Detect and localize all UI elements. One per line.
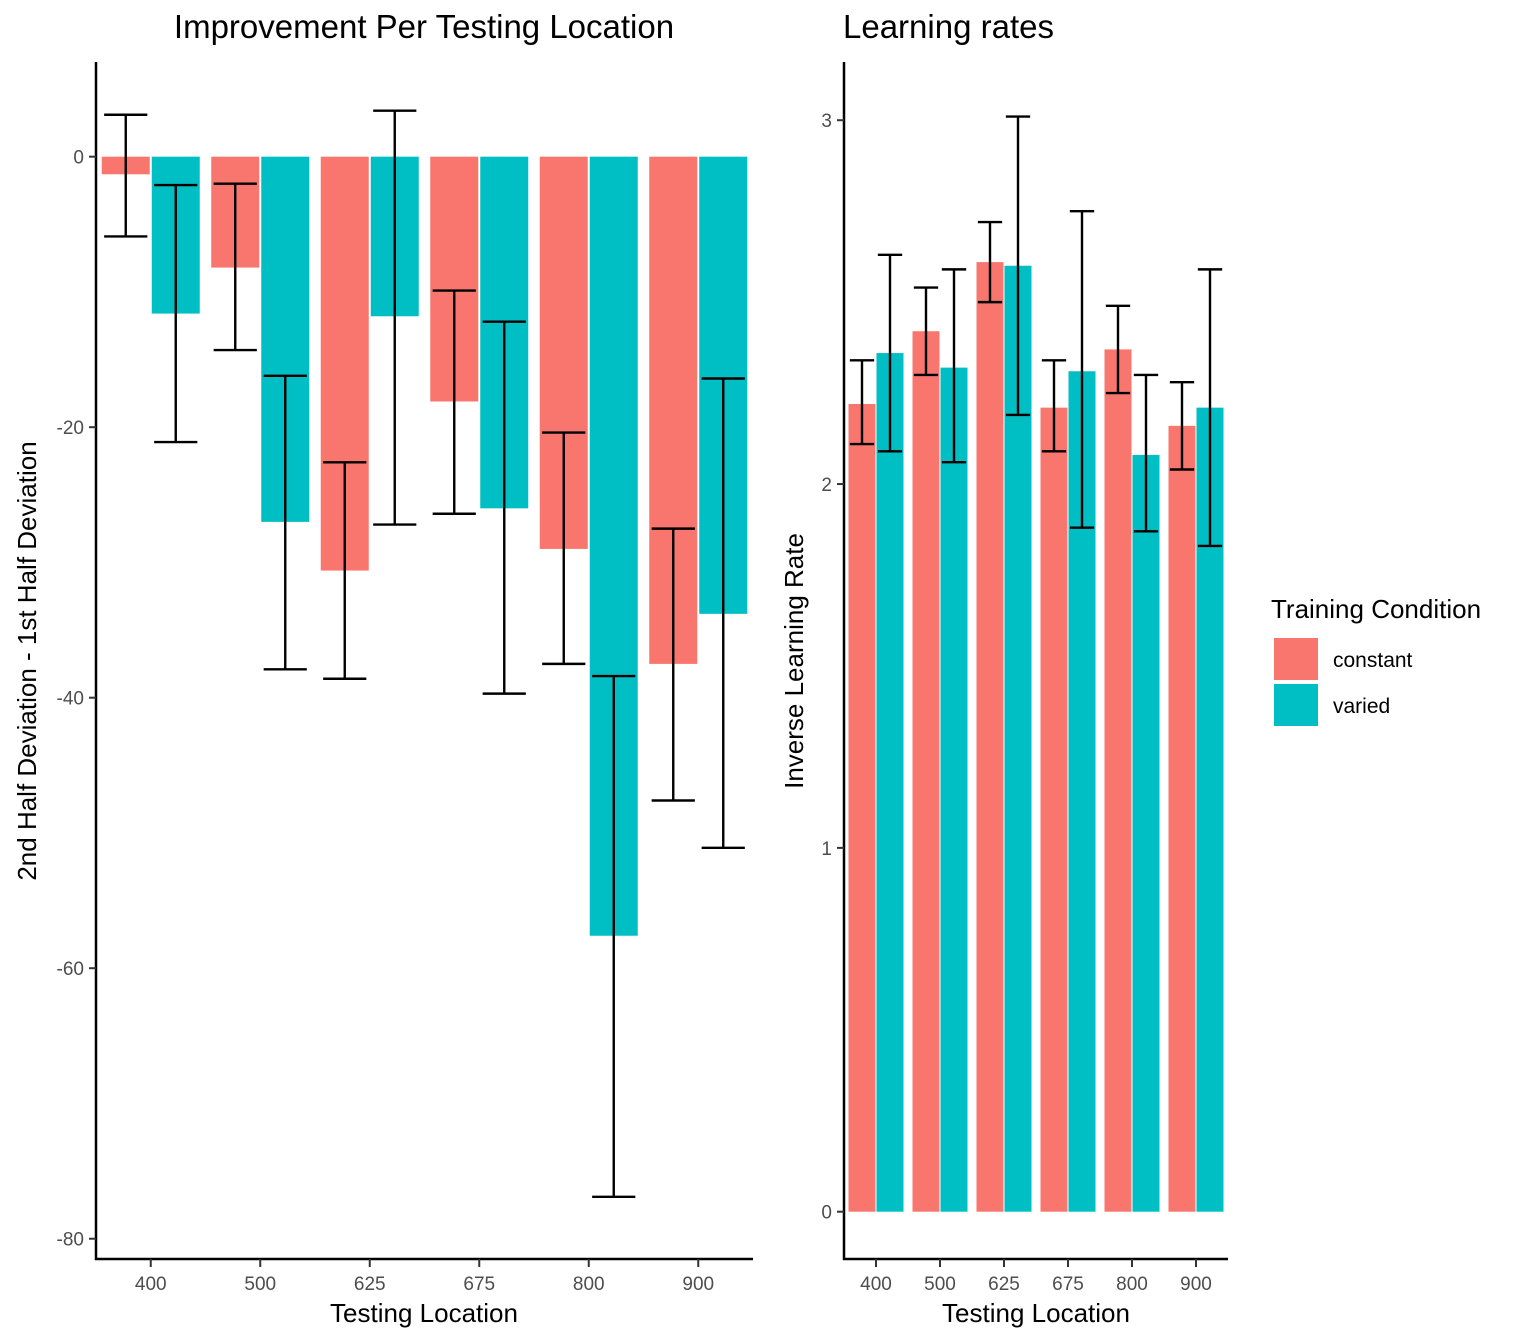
error-bar-varied-800 [1133, 373, 1159, 533]
y-tick-label: -60 [57, 959, 84, 980]
error-bar-constant-400 [104, 113, 148, 238]
x-tick-label: 675 [463, 1274, 495, 1295]
error-bar-constant-500 [213, 182, 257, 352]
x-tick-label: 800 [573, 1274, 605, 1295]
legend-swatch-constant [1274, 638, 1318, 680]
error-bar-constant-900 [1169, 380, 1195, 471]
x-tick-label: 500 [924, 1274, 956, 1295]
y-tick-label: -80 [57, 1230, 84, 1251]
y-tick-label: 0 [73, 148, 84, 169]
error-bar-varied-675 [1069, 209, 1095, 529]
bar-varied-800 [1132, 454, 1160, 1212]
error-bar-varied-500 [941, 268, 967, 464]
error-bar-constant-625 [977, 220, 1003, 304]
x-tick-label: 625 [988, 1274, 1020, 1295]
x-tick-label: 400 [860, 1274, 892, 1295]
y-tick-label: 0 [821, 1203, 832, 1224]
x-tick-label: 900 [682, 1274, 714, 1295]
bars [848, 262, 1224, 1212]
error-bar-varied-500 [263, 374, 307, 671]
error-bar-constant-675 [1041, 359, 1067, 453]
x-tick-label: 400 [135, 1274, 167, 1295]
error-bar-varied-625 [1005, 115, 1031, 417]
legend-label-varied: varied [1333, 695, 1390, 718]
error-bar-constant-800 [1105, 304, 1131, 395]
error-bar-constant-800 [542, 431, 586, 666]
error-bar-constant-900 [651, 527, 695, 802]
bar-constant-625 [976, 262, 1004, 1212]
y-tick-label: -20 [57, 418, 84, 439]
bars [101, 156, 748, 936]
chart-title: Learning rates [843, 8, 1054, 45]
error-bar-constant-500 [913, 286, 939, 377]
error-bar-constant-400 [849, 359, 875, 446]
y-tick-label: 2 [821, 475, 832, 496]
error-bar-varied-900 [1197, 268, 1223, 548]
x-axis-title: Testing Location [330, 1298, 518, 1328]
x-tick-label: 900 [1180, 1274, 1212, 1295]
error-bar-constant-625 [323, 461, 367, 680]
error-bar-varied-625 [373, 109, 417, 526]
bar-constant-500 [912, 331, 940, 1212]
bar-varied-500 [940, 367, 968, 1212]
bar-constant-675 [1040, 407, 1068, 1212]
legend: Training Condition constant varied [1271, 594, 1481, 726]
x-tick-label: 500 [244, 1274, 276, 1295]
x-ticks: 400 500 625 675 800 900 [135, 1259, 714, 1295]
error-bar-varied-400 [877, 253, 903, 453]
improvement-chart: Improvement Per Testing Location 0 -20 -40… [12, 8, 753, 1328]
bar-constant-400 [848, 404, 876, 1212]
bar-varied-400 [876, 353, 904, 1212]
legend-label-constant: constant [1333, 649, 1413, 672]
y-tick-label: 1 [821, 839, 832, 860]
x-tick-label: 625 [354, 1274, 386, 1295]
error-bar-varied-675 [482, 320, 526, 695]
bar-varied-625 [1004, 265, 1032, 1212]
x-axis-title: Testing Location [942, 1298, 1130, 1328]
error-bar-constant-675 [432, 289, 476, 515]
learning-rates-chart: Learning rates 0 1 2 3 400 500 625 675 800 900 T… [779, 8, 1228, 1328]
bar-constant-800 [1104, 349, 1132, 1212]
error-bar-varied-900 [701, 377, 745, 850]
y-axis-title: 2nd Half Deviation - 1st Half Deviation [12, 441, 42, 880]
y-ticks: 0 -20 -40 -60 -80 [57, 148, 96, 1251]
chart-title: Improvement Per Testing Location [174, 8, 674, 45]
x-tick-label: 800 [1116, 1274, 1148, 1295]
y-tick-label: -40 [57, 689, 84, 710]
y-tick-label: 3 [821, 111, 832, 132]
legend-title: Training Condition [1271, 594, 1481, 624]
error-bars [104, 109, 745, 1198]
error-bar-varied-400 [154, 183, 198, 444]
legend-swatch-varied [1274, 684, 1318, 726]
y-ticks: 0 1 2 3 [821, 111, 844, 1224]
error-bars [849, 115, 1223, 548]
x-tick-label: 675 [1052, 1274, 1084, 1295]
y-axis-title: Inverse Learning Rate [779, 533, 809, 789]
x-ticks: 400 500 625 675 800 900 [860, 1259, 1212, 1295]
error-bar-varied-800 [592, 674, 636, 1198]
bar-constant-900 [1168, 425, 1196, 1212]
